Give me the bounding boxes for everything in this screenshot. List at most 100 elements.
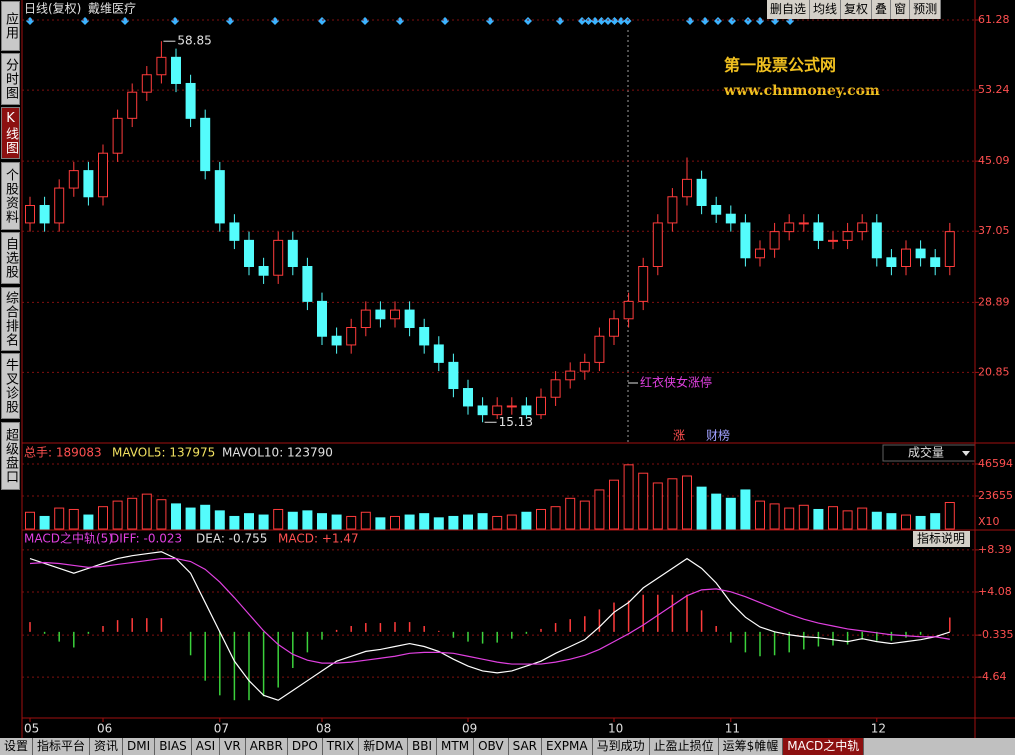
indicator-tab[interactable]: MACD之中轨	[783, 738, 865, 755]
y-tick-label: 37.05	[978, 224, 1010, 237]
candle-body	[346, 327, 357, 346]
help-label[interactable]: 指标说明	[917, 531, 965, 546]
indicator-tab[interactable]: EXPMA	[542, 738, 593, 755]
candle-body	[404, 309, 415, 329]
volume-bar	[83, 514, 94, 530]
toolbar-button[interactable]: 窗	[891, 0, 911, 19]
x-tick-label: 08	[316, 722, 331, 736]
candle-body	[915, 248, 926, 259]
indicator-tab[interactable]: ARBR	[246, 738, 288, 755]
indicator-tab[interactable]: 止盈止损位	[650, 738, 719, 755]
volume-bar	[68, 508, 79, 530]
signal-diamond	[556, 17, 564, 25]
y-tick-label: 28.89	[978, 295, 1010, 308]
volume-bar	[506, 514, 517, 530]
volume-bar	[331, 514, 342, 530]
trough-label: 15.13	[499, 415, 533, 429]
signal-diamond	[610, 17, 619, 25]
watermark-title: 第一股票公式网	[724, 56, 836, 75]
volume-bar	[871, 511, 882, 530]
volume-bar	[317, 513, 327, 530]
indicator-tab[interactable]: 设置	[0, 738, 34, 755]
candle-body	[813, 222, 824, 241]
signal-diamond	[714, 17, 722, 25]
dropdown-arrow[interactable]	[962, 451, 970, 456]
signal-diamond	[786, 17, 794, 25]
indicator-tab[interactable]: DMI	[123, 738, 156, 755]
candle-body	[98, 152, 108, 198]
volume-bar	[682, 475, 692, 530]
candle-body	[156, 56, 167, 76]
macd-line	[29, 551, 950, 701]
indicator-tab[interactable]: BIAS	[155, 738, 192, 755]
volume-bar	[711, 493, 722, 530]
badge: 财榜	[706, 428, 730, 443]
candle-body	[477, 405, 488, 416]
legend-entry: DIFF: -0.023	[110, 532, 182, 546]
signal-diamond	[578, 17, 586, 25]
signal-diamond	[591, 17, 599, 25]
side-tab[interactable]: K线图	[1, 107, 20, 159]
indicator-tab[interactable]: MTM	[437, 738, 475, 755]
macd-line	[29, 557, 950, 665]
candle-body	[25, 204, 35, 224]
x-tick-label: 12	[871, 722, 886, 736]
indicator-tab[interactable]: 新DMA	[359, 738, 409, 755]
volume-bar	[594, 489, 605, 530]
volume-bar	[25, 511, 35, 530]
volume-bar	[944, 501, 955, 530]
candle-body	[521, 405, 532, 416]
toolbar-button[interactable]: 均线	[810, 0, 842, 19]
indicator-tab[interactable]: TRIX	[323, 738, 360, 755]
volume-bar	[171, 503, 181, 530]
toolbar-button[interactable]: 复权	[841, 0, 873, 19]
volume-bar	[652, 482, 663, 530]
chart-title: 日线(复权)	[24, 2, 81, 16]
signal-diamond	[226, 17, 234, 25]
side-tab[interactable]: 超级盘口	[1, 422, 20, 490]
y-tick-label: -4.64	[978, 670, 1006, 683]
side-tab[interactable]: 综合排名	[1, 287, 20, 351]
side-tab[interactable]: 牛叉诊股	[1, 353, 20, 419]
side-tab[interactable]: 应用	[1, 1, 20, 51]
indicator-tab[interactable]: 运筹$帷幄	[719, 738, 784, 755]
indicator-tab[interactable]: ASI	[192, 738, 221, 755]
signal-diamond	[396, 17, 404, 25]
toolbar-button[interactable]: 预测	[910, 0, 942, 19]
candle-body	[39, 204, 50, 224]
indicator-tab[interactable]: 指标平台	[33, 738, 91, 755]
indicator-tab[interactable]: VR	[220, 738, 246, 755]
candle-body	[390, 309, 400, 320]
candle-body	[784, 222, 795, 233]
indicator-tab[interactable]: DPO	[288, 738, 323, 755]
volume-bar	[375, 517, 386, 530]
indicator-tab[interactable]: BBI	[408, 738, 438, 755]
side-tab[interactable]: 自选股	[1, 232, 20, 284]
volume-bar	[127, 497, 138, 530]
volume-bar	[755, 500, 765, 530]
indicator-tab[interactable]: 马到成功	[593, 738, 650, 755]
candle-body	[200, 117, 211, 172]
toolbar-button[interactable]: 叠	[872, 0, 892, 19]
candle-body	[492, 405, 503, 416]
y-tick-label: 20.85	[978, 365, 1010, 378]
candle-body	[331, 335, 342, 346]
signal-diamond	[744, 17, 752, 25]
indicator-tab[interactable]: 资讯	[90, 738, 124, 755]
volume-bar	[214, 510, 225, 530]
volume-bar	[112, 500, 123, 530]
help-button[interactable]	[913, 531, 970, 547]
volume-bar	[740, 489, 751, 530]
indicator-tab[interactable]: OBV	[474, 738, 509, 755]
indicator-tab[interactable]: SAR	[509, 738, 542, 755]
volume-bar	[346, 515, 357, 530]
volume-bar	[390, 515, 400, 530]
toolbar-button[interactable]: 删自选	[767, 0, 811, 19]
side-tab[interactable]: 个股资料	[1, 162, 20, 230]
side-tab[interactable]: 分时图	[1, 53, 20, 105]
candle-body	[682, 178, 692, 198]
selector-label[interactable]: 成交量	[908, 445, 944, 460]
unit-label: X10	[978, 515, 1000, 528]
volume-bar	[857, 507, 868, 530]
y-tick-label: 53.24	[978, 83, 1010, 96]
